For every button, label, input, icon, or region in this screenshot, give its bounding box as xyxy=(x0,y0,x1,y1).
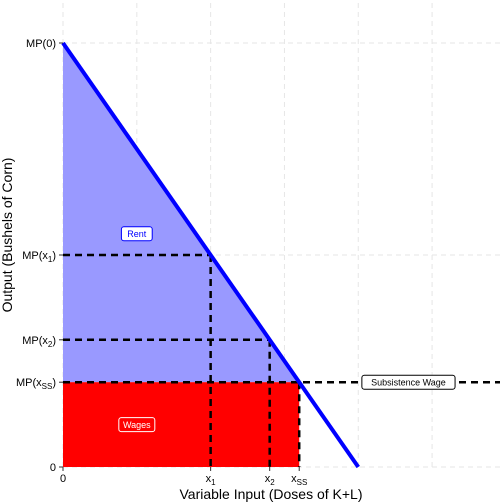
y-tick-label: MP(x1) xyxy=(22,250,56,264)
subsistence-wage-label: Subsistence Wage xyxy=(371,377,446,387)
wages-label-box xyxy=(118,417,156,433)
region-labels: Rent Wages Subsistence Wage xyxy=(118,226,456,433)
subsistence-wage-label-box xyxy=(361,374,456,390)
y-tick-label: MP(0) xyxy=(26,38,56,50)
y-tick-label: 0 xyxy=(50,462,56,474)
wages-area xyxy=(63,382,300,467)
y-axis-title: Output (Bushels of Corn) xyxy=(0,158,15,313)
x-axis-title: Variable Input (Doses of K+L) xyxy=(179,486,362,502)
mp-curve-layer xyxy=(61,41,360,469)
y-tick-label: MP(xSS) xyxy=(16,377,56,391)
x-tick-label: x2 xyxy=(265,473,276,487)
mp-curve xyxy=(61,41,360,469)
wages-label: Wages xyxy=(123,420,151,430)
x-tick-label: xSS xyxy=(291,473,307,487)
rent-label-box xyxy=(120,226,153,242)
x-tick-label: x1 xyxy=(206,473,217,487)
y-tick-label: MP(x2) xyxy=(22,335,56,349)
x-tick-label: 0 xyxy=(60,473,66,485)
axis-ticks: 0 x1 x2 xSS 0 MP(xSS) MP(x2) MP(x1) MP(0) xyxy=(16,38,307,487)
rent-label: Rent xyxy=(127,229,147,239)
